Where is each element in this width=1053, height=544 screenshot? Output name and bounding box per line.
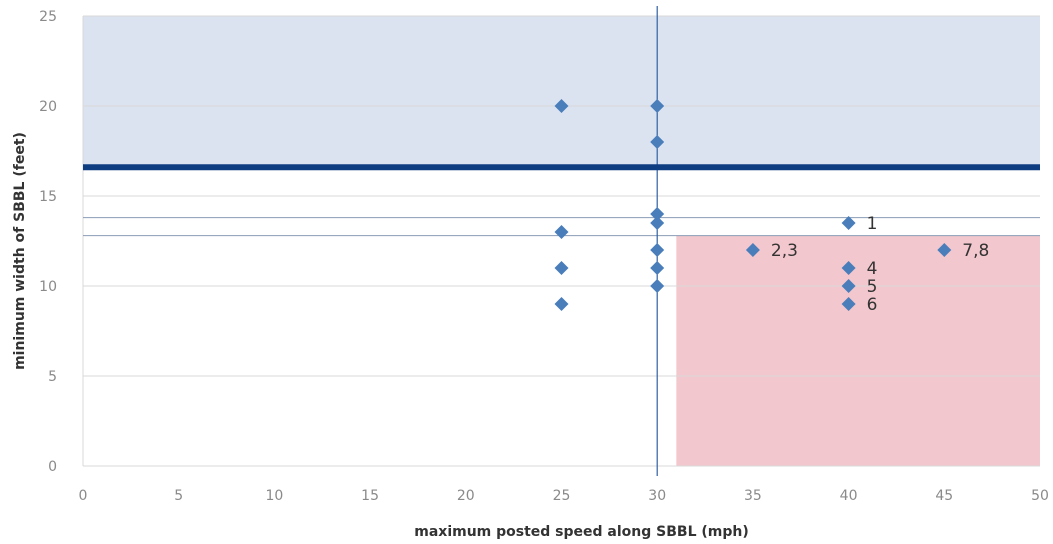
y-tick-label: 5 (48, 369, 57, 385)
data-point (841, 261, 856, 275)
x-tick-label: 35 (744, 488, 762, 504)
data-point (554, 99, 569, 113)
data-point (650, 135, 665, 149)
point-label: 6 (867, 295, 878, 315)
x-tick-label: 15 (361, 488, 379, 504)
x-tick-label: 20 (457, 488, 475, 504)
x-tick-label: 0 (79, 488, 88, 504)
x-tick-label: 45 (935, 488, 953, 504)
data-point (745, 243, 760, 257)
data-point (841, 216, 856, 230)
data-point (554, 297, 569, 311)
point-label: 1 (867, 214, 878, 234)
point-label: 5 (867, 277, 878, 297)
x-tick-label: 50 (1031, 488, 1049, 504)
x-tick-label: 30 (648, 488, 666, 504)
data-point (650, 261, 665, 275)
y-tick-label: 10 (39, 279, 57, 295)
data-point (650, 279, 665, 293)
x-tick-label: 5 (174, 488, 183, 504)
data-point (650, 243, 665, 257)
upper-band-region (83, 16, 1040, 168)
data-point (650, 99, 665, 113)
data-point (841, 297, 856, 311)
x-tick-label: 10 (265, 488, 283, 504)
y-tick-label: 20 (39, 99, 57, 115)
x-tick-label: 40 (840, 488, 858, 504)
y-axis-title: minimum width of SBBL (feet) (12, 132, 28, 370)
point-label: 7,8 (962, 241, 989, 261)
data-point (650, 207, 665, 221)
x-axis-title: maximum posted speed along SBBL (mph) (414, 524, 749, 540)
x-tick-label: 25 (553, 488, 571, 504)
data-point (650, 216, 665, 230)
data-point (841, 279, 856, 293)
point-label: 2,3 (771, 241, 798, 261)
data-point (937, 243, 952, 257)
point-label: 4 (867, 259, 878, 279)
lower-right-band-region (676, 235, 1040, 466)
data-point (554, 225, 569, 239)
y-tick-label: 25 (39, 9, 57, 25)
y-tick-label: 15 (39, 189, 57, 205)
data-point (554, 261, 569, 275)
y-tick-label: 0 (48, 459, 57, 475)
